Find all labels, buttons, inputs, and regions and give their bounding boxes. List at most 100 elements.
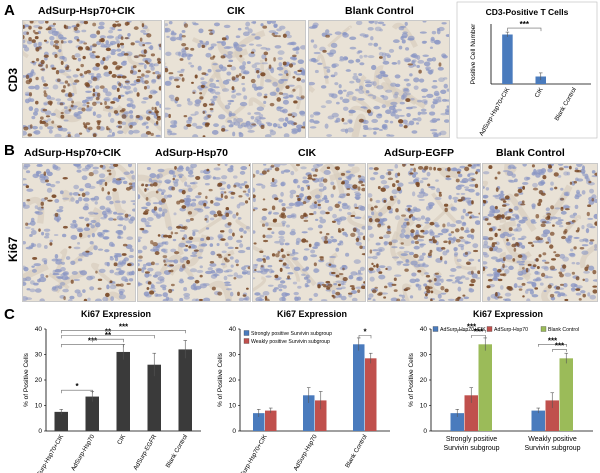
image-label-b1: AdSurp-Hsp70+CIK (24, 147, 122, 159)
nucleus-blue (279, 242, 285, 246)
nucleus-blue (420, 215, 426, 220)
nucleus-brown (181, 77, 185, 82)
nucleus-blue (365, 90, 370, 94)
nucleus-blue (418, 198, 425, 201)
nucleus-blue (114, 256, 119, 262)
nucleus-brown (547, 284, 552, 289)
nucleus-blue (90, 197, 96, 202)
tissue-fiber (438, 167, 460, 181)
nucleus-blue (256, 92, 263, 97)
nucleus-brown (549, 293, 555, 298)
nucleus-blue (347, 127, 354, 133)
nucleus-blue (100, 232, 105, 235)
significance-bracket (507, 27, 542, 32)
nucleus-brown (63, 24, 67, 29)
nucleus-blue (91, 232, 95, 238)
nucleus-brown (378, 56, 383, 59)
nucleus-blue (79, 188, 84, 192)
x-tick-label: Blank Control (165, 434, 190, 470)
nucleus-brown (282, 262, 287, 266)
nucleus-blue (251, 21, 257, 24)
nucleus-blue (281, 292, 288, 297)
nucleus-brown (126, 21, 130, 26)
nucleus-blue (284, 242, 290, 246)
nucleus-blue (567, 235, 573, 239)
nucleus-brown (40, 120, 47, 125)
nucleus-blue (322, 186, 327, 191)
nucleus-brown (592, 269, 597, 275)
nucleus-blue (313, 51, 321, 55)
nucleus-brown (219, 230, 225, 233)
nucleus-blue (148, 178, 153, 183)
nucleus-blue (460, 275, 466, 279)
nucleus-blue (200, 170, 204, 174)
nucleus-blue (332, 213, 337, 219)
nucleus-blue (428, 70, 433, 75)
nucleus-blue (383, 185, 390, 189)
nucleus-brown (512, 258, 516, 262)
nucleus-brown (133, 55, 139, 59)
nucleus-blue (545, 276, 554, 279)
nucleus-blue (434, 282, 442, 287)
bar (478, 344, 492, 431)
nucleus-blue (326, 68, 331, 73)
nucleus-brown (188, 236, 194, 241)
nucleus-brown (377, 292, 383, 296)
tissue-fiber (186, 201, 205, 218)
nucleus-blue (589, 294, 597, 300)
nucleus-blue (183, 125, 189, 130)
nucleus-brown (141, 23, 145, 28)
y-axis-label: Positive Cell Number (470, 23, 477, 85)
nucleus-brown (578, 298, 582, 301)
nucleus-blue (378, 265, 386, 269)
bar (502, 34, 513, 84)
nucleus-brown (51, 120, 55, 124)
nucleus-brown (317, 203, 321, 207)
nucleus-blue (465, 227, 469, 232)
nucleus-blue (200, 81, 208, 85)
nucleus-brown (254, 268, 257, 272)
nucleus-blue (54, 269, 62, 273)
nucleus-brown (286, 253, 290, 256)
nucleus-blue (37, 41, 42, 47)
nucleus-blue (349, 36, 357, 41)
nucleus-blue (187, 187, 193, 192)
nucleus-brown (307, 185, 310, 190)
nucleus-brown (383, 199, 387, 203)
nucleus-blue (570, 287, 577, 291)
nucleus-blue (89, 52, 95, 57)
nucleus-blue (397, 199, 401, 205)
nucleus-brown (495, 187, 499, 192)
nucleus-blue (323, 75, 329, 79)
nucleus-brown (350, 214, 356, 218)
nucleus-brown (532, 187, 539, 191)
nucleus-blue (197, 42, 202, 48)
nucleus-blue (251, 33, 256, 36)
nucleus-brown (149, 290, 155, 295)
nucleus-brown (118, 125, 122, 129)
chart-title: Ki67 Expression (473, 309, 543, 319)
nucleus-blue (516, 223, 521, 228)
nucleus-blue (431, 131, 438, 135)
nucleus-blue (511, 173, 516, 178)
nucleus-blue (309, 81, 316, 86)
nucleus-blue (223, 270, 230, 273)
nucleus-blue (379, 70, 386, 75)
y-tick-label: 0 (232, 428, 236, 435)
nucleus-blue (49, 40, 54, 46)
nucleus-blue (96, 181, 100, 184)
nucleus-blue (495, 247, 503, 253)
nucleus-blue (47, 118, 52, 121)
nucleus-brown (300, 95, 305, 99)
nucleus-blue (400, 253, 408, 257)
nucleus-brown (281, 214, 287, 219)
nucleus-brown (564, 298, 569, 301)
nucleus-blue (123, 216, 129, 221)
nucleus-brown (269, 102, 275, 107)
nucleus-brown (123, 53, 129, 56)
nucleus-blue (180, 68, 185, 72)
nucleus-blue (98, 21, 105, 26)
nucleus-blue (130, 99, 134, 104)
nucleus-blue (255, 169, 260, 175)
nucleus-blue (236, 239, 242, 243)
